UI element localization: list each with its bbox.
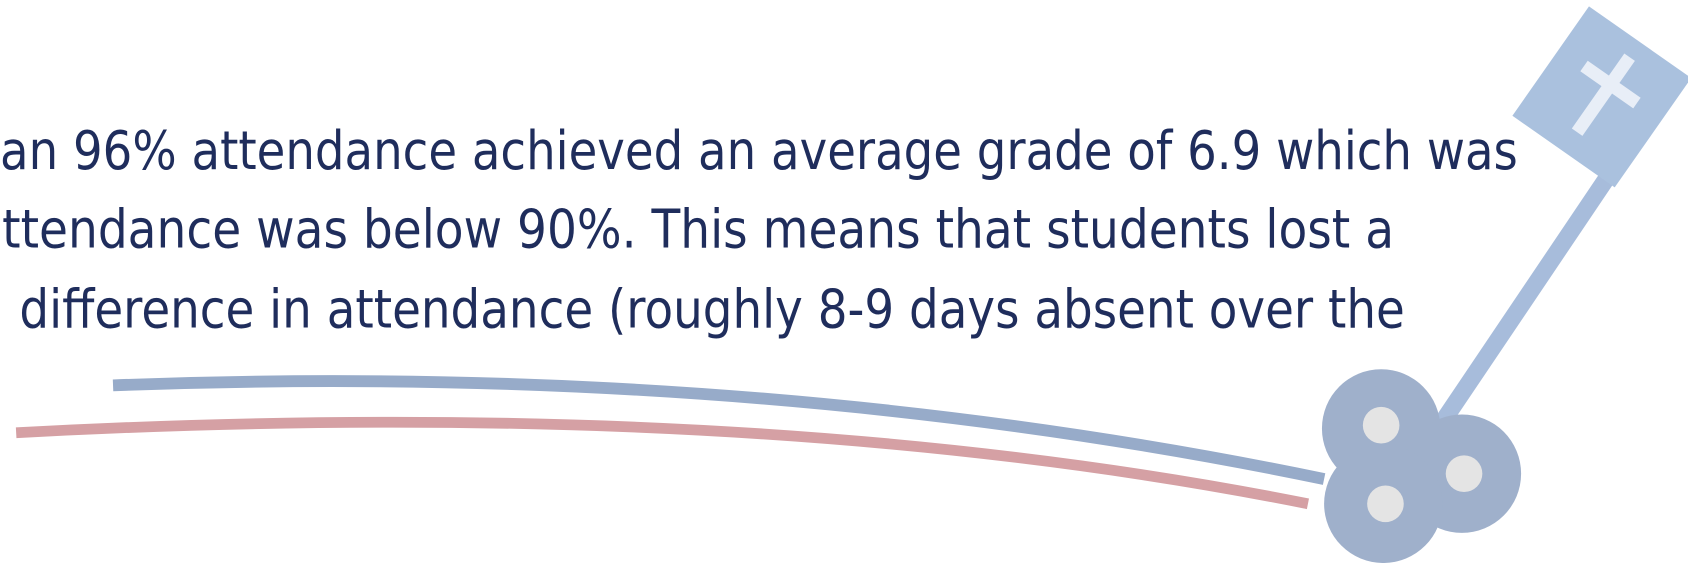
flag xyxy=(1512,6,1688,187)
slide: an 96% attendance achieved an average gr… xyxy=(0,0,1688,563)
body-line: ttendance was below 90%. This means that… xyxy=(2,198,1394,261)
body-line: an 96% attendance achieved an average gr… xyxy=(0,119,1518,182)
slide-content: an 96% attendance achieved an average gr… xyxy=(0,6,1688,563)
red-swoosh xyxy=(16,422,1308,504)
body-line: difference in attendance (roughly 8-9 da… xyxy=(19,277,1404,340)
hole xyxy=(1363,407,1400,444)
hole xyxy=(1367,486,1404,523)
key-bow xyxy=(1322,369,1521,563)
hole xyxy=(1446,455,1483,492)
